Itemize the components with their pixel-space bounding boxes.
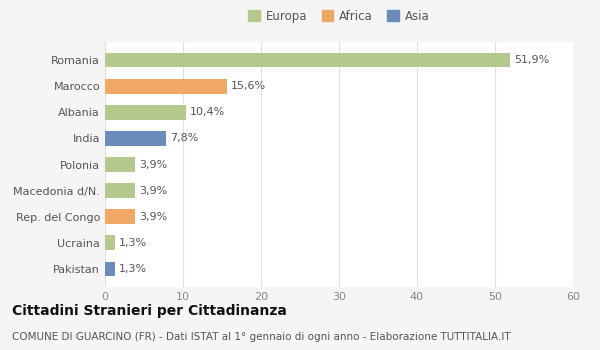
- Text: 3,9%: 3,9%: [139, 212, 167, 222]
- Bar: [105, 79, 227, 93]
- Text: 3,9%: 3,9%: [139, 160, 167, 169]
- Bar: [105, 53, 510, 68]
- Text: 10,4%: 10,4%: [190, 107, 225, 117]
- Text: COMUNE DI GUARCINO (FR) - Dati ISTAT al 1° gennaio di ogni anno - Elaborazione T: COMUNE DI GUARCINO (FR) - Dati ISTAT al …: [12, 332, 511, 343]
- Bar: [105, 105, 186, 120]
- Text: 1,3%: 1,3%: [119, 238, 147, 248]
- Text: 51,9%: 51,9%: [514, 55, 549, 65]
- Text: Cittadini Stranieri per Cittadinanza: Cittadini Stranieri per Cittadinanza: [12, 304, 287, 318]
- Bar: [105, 209, 136, 224]
- Bar: [105, 158, 136, 172]
- Bar: [105, 236, 115, 250]
- Bar: [105, 261, 115, 276]
- Text: 7,8%: 7,8%: [170, 133, 198, 143]
- Bar: [105, 183, 136, 198]
- Bar: [105, 131, 166, 146]
- Text: 1,3%: 1,3%: [119, 264, 147, 274]
- Text: 15,6%: 15,6%: [230, 81, 266, 91]
- Legend: Europa, Africa, Asia: Europa, Africa, Asia: [245, 6, 433, 26]
- Text: 3,9%: 3,9%: [139, 186, 167, 196]
